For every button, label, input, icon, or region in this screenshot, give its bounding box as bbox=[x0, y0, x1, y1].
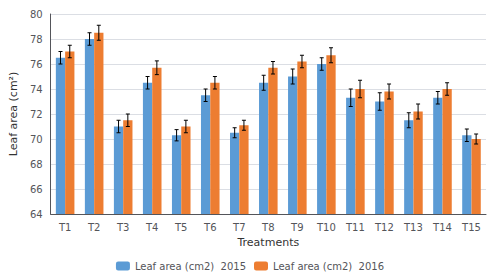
svg-text:T4: T4 bbox=[145, 222, 158, 233]
svg-text:T9: T9 bbox=[290, 222, 303, 233]
svg-text:78: 78 bbox=[30, 34, 43, 45]
svg-text:74: 74 bbox=[30, 84, 43, 95]
svg-text:T2: T2 bbox=[87, 222, 100, 233]
svg-text:T11: T11 bbox=[345, 222, 365, 233]
svg-text:T8: T8 bbox=[261, 222, 274, 233]
svg-text:Leaf area (cm2) 2016: Leaf area (cm2) 2016 bbox=[273, 261, 384, 272]
svg-text:T6: T6 bbox=[203, 222, 216, 233]
svg-text:T14: T14 bbox=[432, 222, 452, 233]
svg-text:T15: T15 bbox=[461, 222, 481, 233]
svg-text:80: 80 bbox=[30, 9, 43, 20]
svg-text:T7: T7 bbox=[232, 222, 245, 233]
svg-text:T13: T13 bbox=[403, 222, 423, 233]
svg-text:Leaf area (cm²): Leaf area (cm²) bbox=[7, 72, 20, 157]
svg-text:Leaf area (cm2) 2015: Leaf area (cm2) 2015 bbox=[135, 261, 246, 272]
svg-text:64: 64 bbox=[30, 209, 43, 220]
svg-text:T1: T1 bbox=[58, 222, 71, 233]
svg-text:Treatments: Treatments bbox=[236, 236, 299, 249]
svg-text:70: 70 bbox=[30, 134, 43, 145]
svg-text:T10: T10 bbox=[316, 222, 336, 233]
svg-text:68: 68 bbox=[30, 159, 43, 170]
svg-text:66: 66 bbox=[30, 184, 43, 195]
svg-text:T3: T3 bbox=[116, 222, 129, 233]
svg-text:T12: T12 bbox=[374, 222, 394, 233]
svg-text:76: 76 bbox=[30, 59, 43, 70]
svg-text:72: 72 bbox=[30, 109, 43, 120]
svg-text:T5: T5 bbox=[174, 222, 187, 233]
